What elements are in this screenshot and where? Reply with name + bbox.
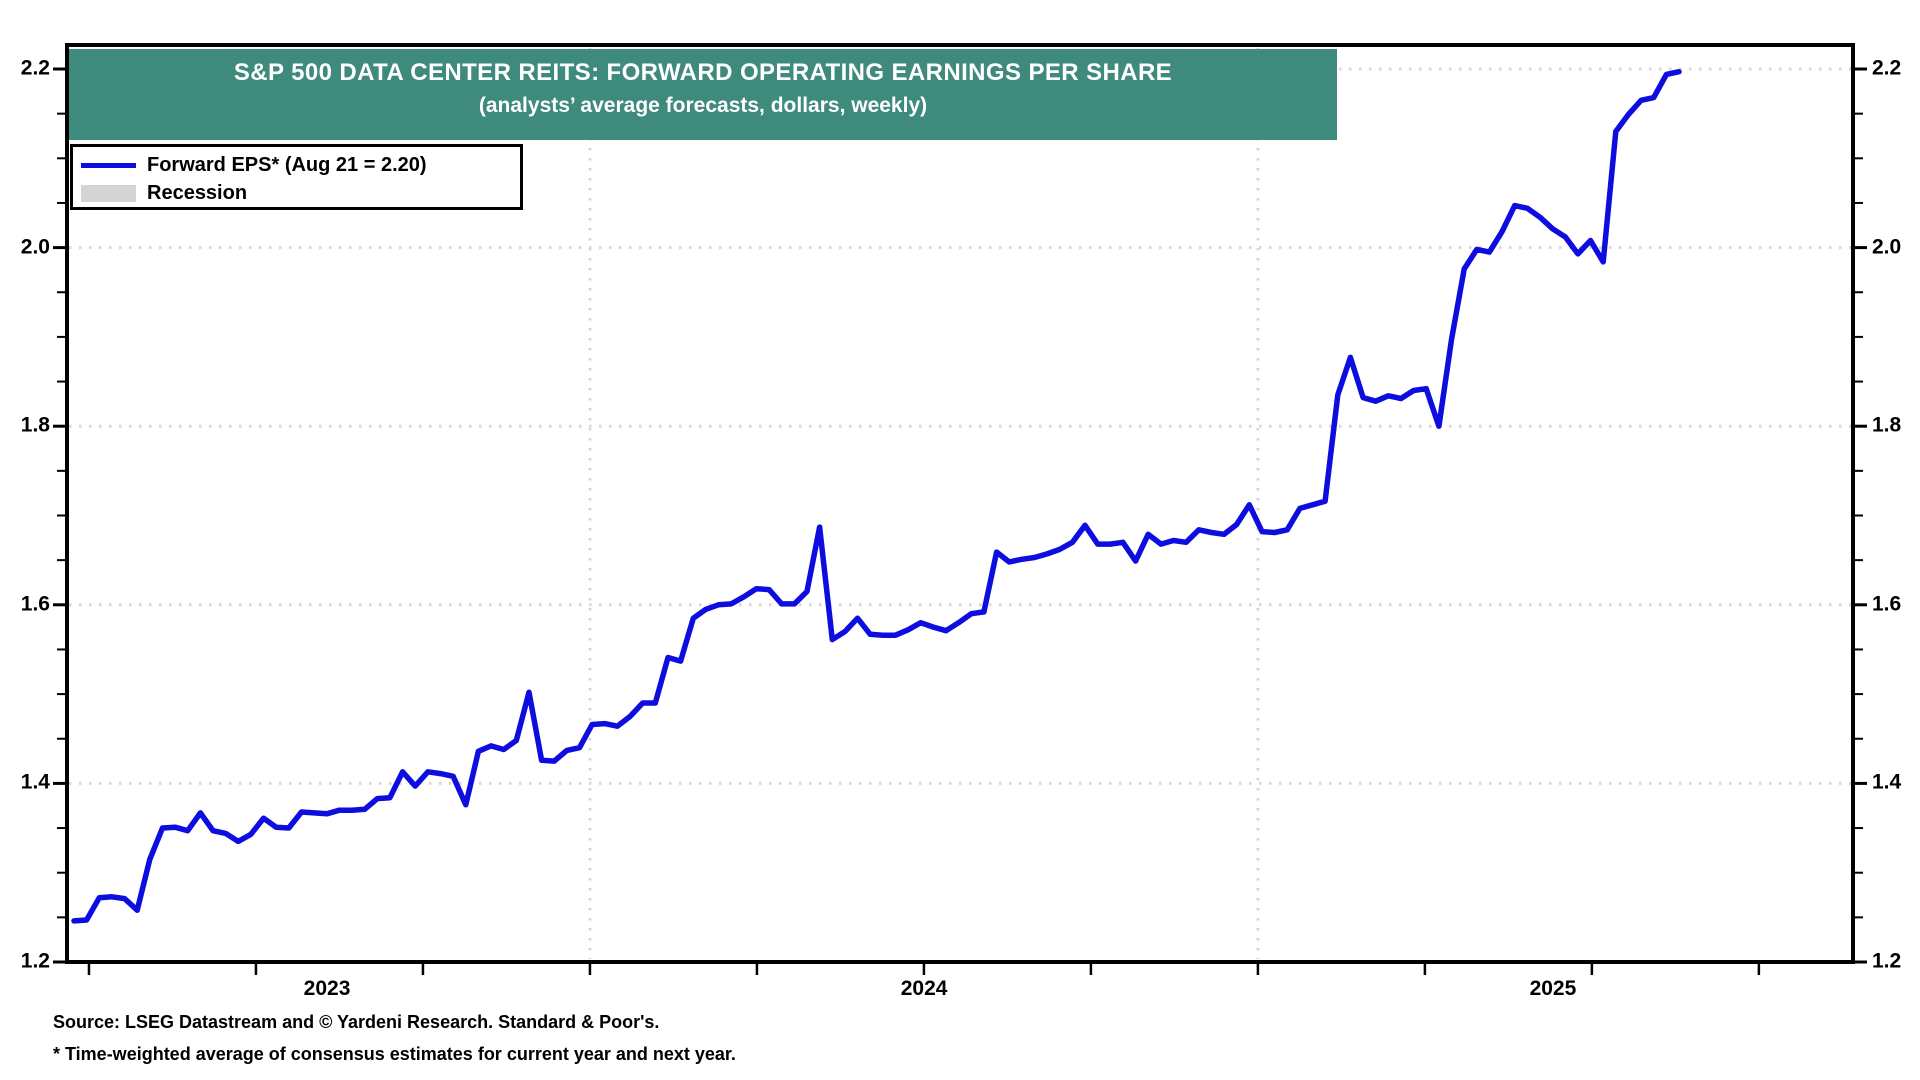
- plot-border: [65, 43, 1855, 964]
- y-axis-tick-label: 1.4: [1872, 770, 1902, 794]
- plot-border-rect: [65, 43, 1855, 964]
- x-axis-year-label: 2024: [900, 977, 948, 1000]
- eps-line: [71, 68, 1682, 924]
- y-axis-tick-label: 2.2: [20, 56, 50, 80]
- y-axis-tick-label: 2.0: [20, 235, 50, 259]
- chart-title-banner: S&P 500 DATA CENTER REITS: FORWARD OPERA…: [69, 49, 1337, 140]
- source-text: Source: LSEG Datastream and © Yardeni Re…: [53, 1012, 660, 1032]
- y-axis-tick-label: 1.6: [1872, 592, 1902, 616]
- legend-item: Recession: [81, 179, 512, 207]
- x-axis-year-label: 2023: [303, 977, 351, 1000]
- y-axis-tick-label: 1.2: [1872, 949, 1902, 973]
- legend-item-label: Forward EPS* (Aug 21 = 2.20): [147, 153, 427, 176]
- y-axis-tick-label: 1.4: [20, 770, 50, 794]
- y-axis-tick-label: 2.0: [1872, 235, 1902, 259]
- legend-item-label: Recession: [147, 181, 248, 204]
- y-axis-tick-label: 1.2: [20, 949, 50, 973]
- legend: Forward EPS* (Aug 21 = 2.20) Recession: [70, 144, 523, 210]
- forward-eps-line: [71, 68, 1682, 924]
- axis-ticks: [53, 67, 1867, 975]
- legend-recession-swatch: [81, 184, 136, 202]
- footnote-text: * Time-weighted average of consensus est…: [53, 1044, 736, 1064]
- chart-subtitle: (analysts’ average forecasts, dollars, w…: [478, 94, 928, 117]
- y-axis-tick-label: 2.2: [1872, 56, 1902, 80]
- y-axis-tick-label: 1.8: [20, 413, 50, 437]
- y-axis-tick-label: 1.6: [20, 592, 50, 616]
- x-axis-year-label: 2025: [1529, 977, 1577, 1000]
- legend-line-swatch: [81, 162, 136, 168]
- chart-title: S&P 500 DATA CENTER REITS: FORWARD OPERA…: [233, 59, 1173, 86]
- legend-item: Forward EPS* (Aug 21 = 2.20): [81, 151, 512, 179]
- y-axis-tick-label: 1.8: [1872, 413, 1902, 437]
